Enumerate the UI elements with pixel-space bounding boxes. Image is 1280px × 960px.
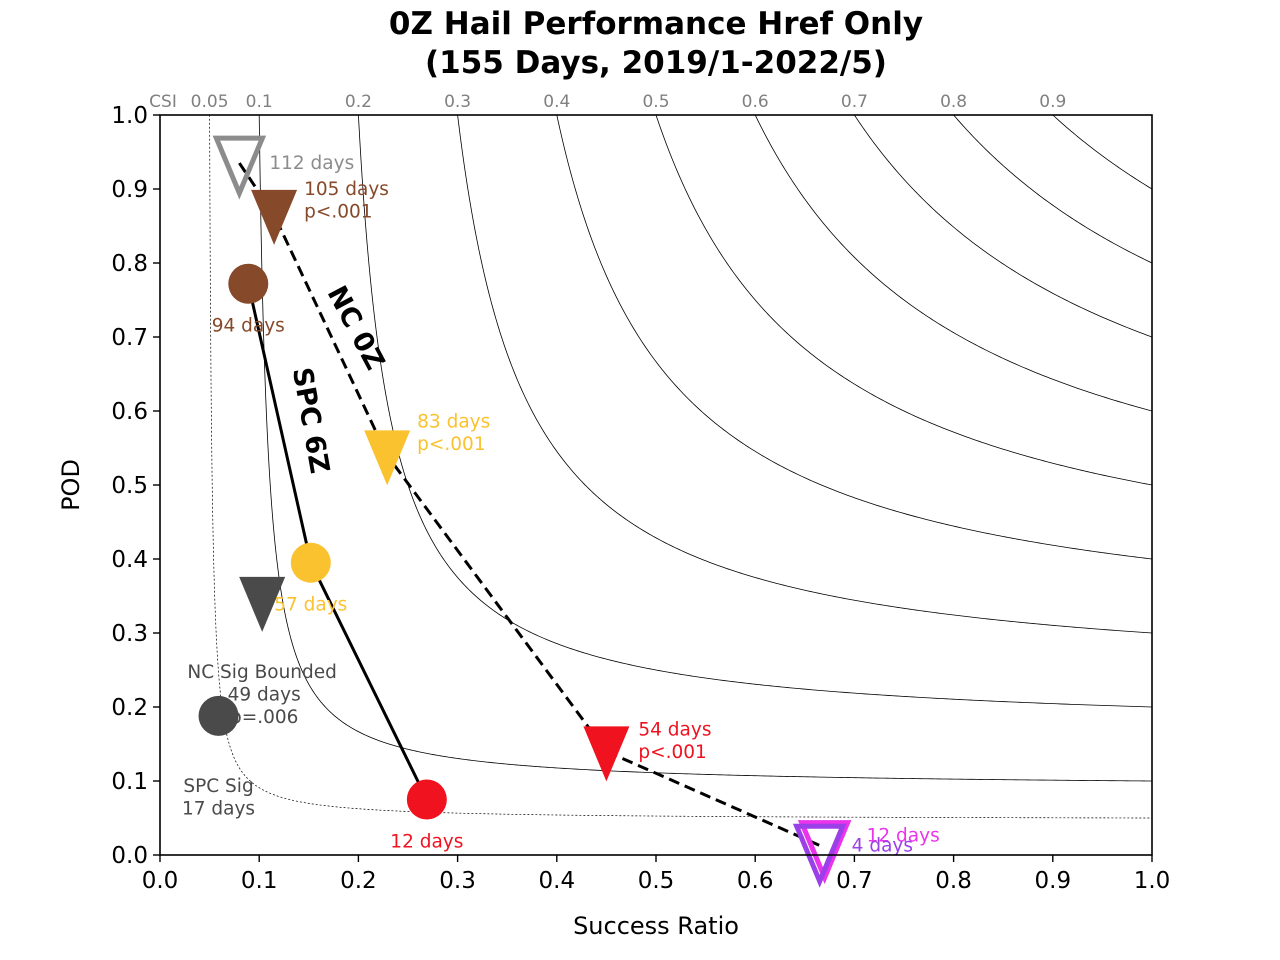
csi-label-0.1: 0.1 xyxy=(246,92,273,112)
marker-2-1 xyxy=(198,695,239,736)
x-tick-label-4: 0.4 xyxy=(539,868,576,894)
y-tick-label-5: 0.5 xyxy=(111,473,148,499)
csi-contour-0.7 xyxy=(853,115,1152,338)
annotation-0-1-1: p<.001 xyxy=(304,201,372,222)
csi-contour-0.5 xyxy=(655,115,1152,486)
csi-label-0.3: 0.3 xyxy=(444,92,471,112)
csi-label-0.9: 0.9 xyxy=(1039,92,1066,112)
y-axis-label: POD xyxy=(57,459,85,511)
marker-0-4 xyxy=(797,820,852,885)
x-tick-label-6: 0.6 xyxy=(737,868,774,894)
marker-0-5 xyxy=(792,823,847,888)
x-tick-label-7: 0.7 xyxy=(836,868,873,894)
annotation-1-2-0: 12 days xyxy=(390,832,463,853)
x-axis: 0.0 0.1 0.2 0.3 0.4 0.5 0.6 0.7 0.8 0.9 1.0 xyxy=(142,855,1171,894)
annotation-2-1-0: SPC Sig xyxy=(183,776,253,797)
csi-label-0.6: 0.6 xyxy=(742,92,769,112)
csi-contour-0.05 xyxy=(209,115,1152,819)
marker-0-2 xyxy=(364,430,411,486)
x-tick-label-8: 0.8 xyxy=(935,868,972,894)
marker-1-0 xyxy=(228,263,269,304)
annotation-0-3-1: p<.001 xyxy=(638,742,706,763)
x-tick-label-10: 1.0 xyxy=(1134,868,1171,894)
y-tick-label-9: 0.9 xyxy=(111,177,148,203)
x-tick-label-0: 0.0 xyxy=(142,868,179,894)
annotation-2-0-2: p=.006 xyxy=(230,707,298,728)
csi-contour-0.8 xyxy=(953,115,1152,264)
csi-labels: CSI 0.05 0.1 0.2 0.3 0.4 0.5 0.6 0.7 0.8 0.9 xyxy=(149,92,1066,112)
y-tick-label-4: 0.4 xyxy=(111,547,148,573)
marker-2-0 xyxy=(239,576,286,632)
annotation-0-4-0: 12 days xyxy=(867,826,940,847)
y-tick-label-3: 0.3 xyxy=(111,621,148,647)
series-lines xyxy=(238,162,826,849)
y-tick-label-10: 1.0 xyxy=(111,103,148,129)
csi-label-0.8: 0.8 xyxy=(940,92,967,112)
marker-1-1 xyxy=(290,542,331,583)
csi-contour-0.1 xyxy=(258,115,1152,782)
csi-axis-title: CSI xyxy=(149,92,177,112)
y-tick-label-8: 0.8 xyxy=(111,251,148,277)
series-label-spc-6z: SPC 6Z xyxy=(286,365,335,476)
marker-0-0 xyxy=(212,135,267,200)
x-tick-label-3: 0.3 xyxy=(439,868,476,894)
series-line-0 xyxy=(238,162,826,849)
annotation-0-2-1: p<.001 xyxy=(417,434,485,455)
annotation-0-1-0: 105 days xyxy=(304,179,389,200)
annotation-1-0-0: 94 days xyxy=(212,316,285,337)
x-axis-label: Success Ratio xyxy=(573,912,739,940)
chart-title-line-1: 0Z Hail Performance Href Only xyxy=(389,6,923,42)
y-tick-label-6: 0.6 xyxy=(111,399,148,425)
annotation-0-5-0: 4 days xyxy=(852,835,913,856)
y-tick-label-7: 0.7 xyxy=(111,325,148,351)
csi-contours xyxy=(209,115,1152,819)
y-axis: 0.0 0.1 0.2 0.3 0.4 0.5 0.6 0.7 0.8 0.9 1.0 xyxy=(111,103,160,869)
y-tick-label-0: 0.0 xyxy=(111,843,148,869)
csi-label-0.05: 0.05 xyxy=(191,92,229,112)
annotation-2-0-0: NC Sig Bounded xyxy=(187,662,336,683)
csi-contour-0.2 xyxy=(358,115,1152,708)
y-tick-label-2: 0.2 xyxy=(111,695,148,721)
csi-label-0.5: 0.5 xyxy=(642,92,669,112)
marker-0-3 xyxy=(583,726,630,782)
annotation-2-1-1: 17 days xyxy=(182,798,255,819)
annotation-1-1-0: 57 days xyxy=(274,595,347,616)
chart-title-line-2: (155 Days, 2019/1-2022/5) xyxy=(425,45,887,81)
marker-1-2 xyxy=(406,779,447,820)
csi-contour-0.4 xyxy=(556,115,1152,560)
x-tick-label-1: 0.1 xyxy=(241,868,278,894)
annotation-0-3-0: 54 days xyxy=(638,719,711,740)
x-tick-label-9: 0.9 xyxy=(1035,868,1072,894)
y-tick-label-1: 0.1 xyxy=(111,769,148,795)
marker-0-1 xyxy=(251,189,298,245)
data-markers xyxy=(198,135,852,888)
annotation-0-2-0: 83 days xyxy=(417,411,490,432)
csi-contour-0.3 xyxy=(457,115,1152,634)
series-label-nc-0z: NC 0Z xyxy=(321,281,391,375)
csi-label-0.2: 0.2 xyxy=(345,92,372,112)
annotation-0-0-0: 112 days xyxy=(269,153,354,174)
csi-label-0.7: 0.7 xyxy=(841,92,868,112)
x-tick-label-5: 0.5 xyxy=(638,868,675,894)
annotation-2-0-1: 49 days xyxy=(228,684,301,705)
x-tick-label-2: 0.2 xyxy=(340,868,377,894)
csi-contour-0.6 xyxy=(754,115,1152,412)
csi-label-0.4: 0.4 xyxy=(543,92,570,112)
